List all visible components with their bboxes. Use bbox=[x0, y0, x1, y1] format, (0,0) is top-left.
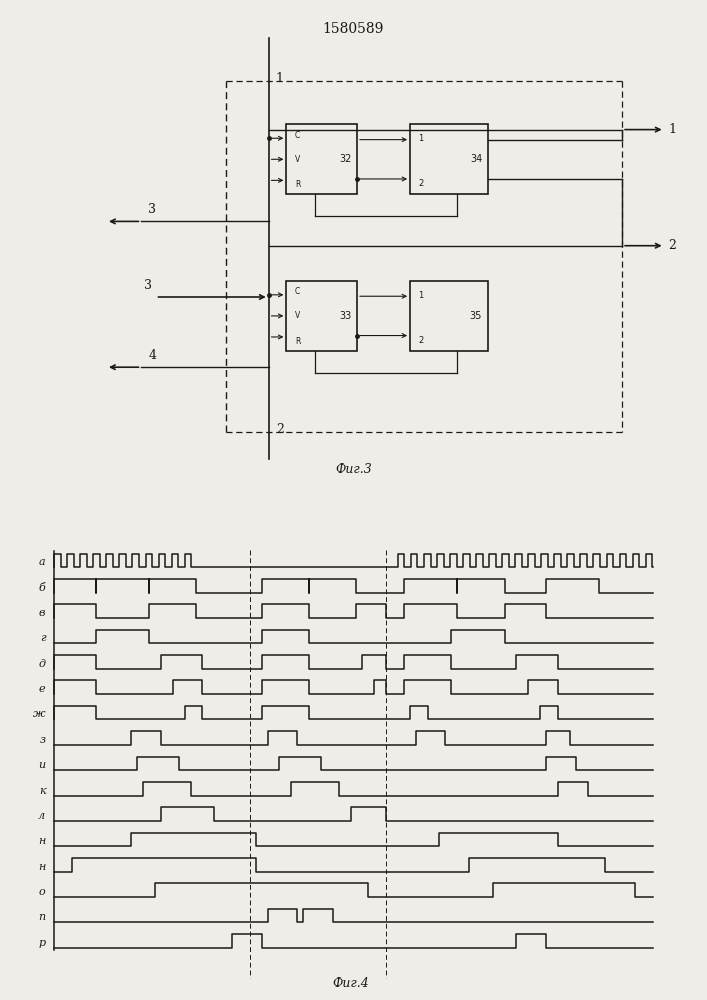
Text: л: л bbox=[38, 811, 45, 821]
Text: 32: 32 bbox=[339, 154, 351, 164]
Text: п: п bbox=[38, 912, 45, 922]
Text: к: к bbox=[39, 786, 45, 796]
Text: 2: 2 bbox=[419, 179, 423, 188]
Text: 3: 3 bbox=[148, 203, 156, 216]
Text: н: н bbox=[38, 836, 45, 846]
Bar bbox=[410, 124, 488, 194]
Text: а: а bbox=[39, 557, 45, 567]
Text: и: и bbox=[38, 760, 45, 770]
Text: о: о bbox=[39, 887, 45, 897]
Text: C: C bbox=[295, 287, 300, 296]
Text: Фиг.4: Фиг.4 bbox=[332, 977, 369, 990]
Text: 35: 35 bbox=[469, 311, 482, 321]
Text: 2: 2 bbox=[419, 336, 423, 345]
Text: 2: 2 bbox=[668, 239, 676, 252]
Text: 33: 33 bbox=[339, 311, 351, 321]
Text: Фиг.3: Фиг.3 bbox=[335, 463, 372, 476]
Text: з: з bbox=[40, 735, 45, 745]
Text: в: в bbox=[39, 608, 45, 618]
Text: 1: 1 bbox=[668, 123, 676, 136]
Bar bbox=[286, 281, 357, 351]
Text: н: н bbox=[38, 862, 45, 872]
Text: R: R bbox=[295, 180, 300, 189]
Text: 4: 4 bbox=[148, 349, 156, 362]
Text: 34: 34 bbox=[470, 154, 482, 164]
Text: V: V bbox=[295, 155, 300, 164]
Text: 1580589: 1580589 bbox=[323, 22, 384, 36]
Text: 3: 3 bbox=[144, 279, 152, 292]
Text: V: V bbox=[295, 311, 300, 320]
Text: г: г bbox=[40, 633, 45, 643]
Text: д: д bbox=[38, 659, 45, 669]
Text: R: R bbox=[295, 337, 300, 346]
Text: 1: 1 bbox=[419, 134, 423, 143]
Text: е: е bbox=[39, 684, 45, 694]
Text: б: б bbox=[39, 583, 45, 593]
Bar bbox=[286, 124, 357, 194]
Text: C: C bbox=[295, 131, 300, 140]
Bar bbox=[410, 281, 488, 351]
Text: р: р bbox=[38, 938, 45, 948]
Text: ж: ж bbox=[33, 709, 45, 719]
Text: 1: 1 bbox=[276, 72, 284, 85]
Text: 2: 2 bbox=[276, 423, 284, 436]
Text: 1: 1 bbox=[419, 291, 423, 300]
